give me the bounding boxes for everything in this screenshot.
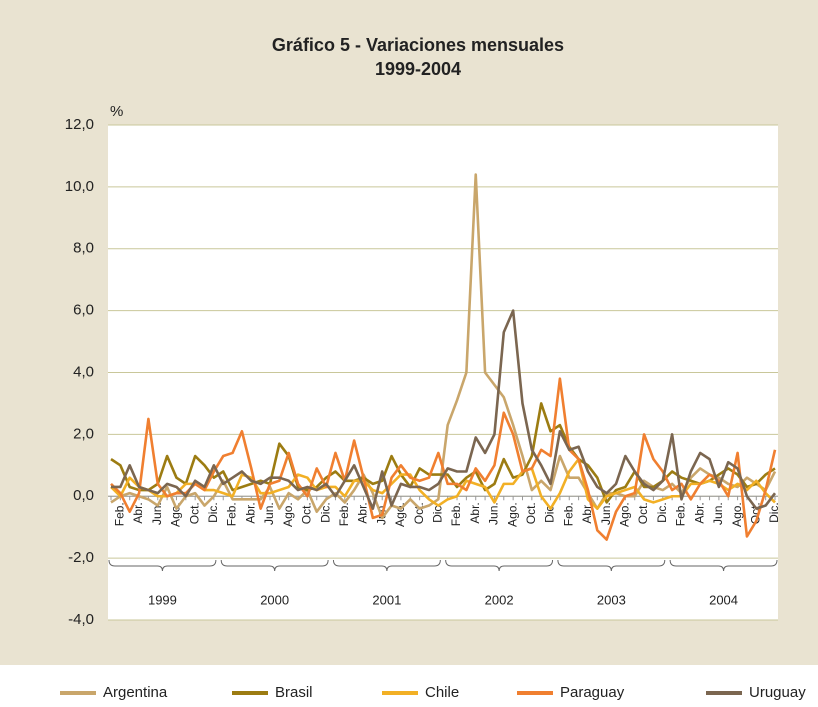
year-label: 2003 [597, 592, 626, 607]
x-tick-label: Oct. [187, 502, 201, 524]
x-tick-label: Ago. [730, 502, 744, 527]
x-tick-label: Abr. [580, 502, 594, 523]
x-tick-label: Ago. [281, 502, 295, 527]
x-tick-label: Feb. [225, 502, 239, 526]
legend-label: Brasil [275, 684, 313, 701]
x-tick-label: Dic. [318, 502, 332, 523]
x-tick-label: Abr. [243, 502, 257, 523]
y-tick-label: -4,0 [68, 611, 94, 628]
x-tick-label: Abr. [356, 502, 370, 523]
year-bracket [669, 559, 778, 572]
y-tick-label: 0,0 [73, 487, 94, 504]
x-tick-label: Feb. [561, 502, 575, 526]
x-tick-label: Jun. [262, 502, 276, 525]
series-line [110, 457, 776, 510]
chart-title: Gráfico 5 - Variaciones mensuales [272, 35, 564, 55]
legend-label: Uruguay [749, 684, 806, 701]
year-bracket [557, 559, 666, 572]
legend-label: Chile [425, 684, 459, 701]
x-tick-label: Jun. [487, 502, 501, 525]
x-tick-label: Jun. [711, 502, 725, 525]
x-tick-label: Feb. [337, 502, 351, 526]
y-tick-label: 10,0 [65, 178, 94, 195]
year-label: 2000 [260, 592, 289, 607]
x-tick-label: Feb. [113, 502, 127, 526]
x-tick-label: Abr. [692, 502, 706, 523]
year-bracket [108, 559, 217, 572]
x-tick-label: Abr. [468, 502, 482, 523]
x-tick-label: Ago. [505, 502, 519, 527]
x-tick-label: Dic. [767, 502, 781, 523]
y-tick-label: 2,0 [73, 425, 94, 442]
y-tick-label: 12,0 [65, 116, 94, 133]
legend-label: Paraguay [560, 684, 625, 701]
year-bracket [220, 559, 329, 572]
x-tick-label: Ago. [169, 502, 183, 527]
x-tick-label: Dic. [430, 502, 444, 523]
year-bracket [445, 559, 554, 572]
x-tick-label: Dic. [655, 502, 669, 523]
y-tick-label: 6,0 [73, 302, 94, 319]
x-tick-label: Oct. [412, 502, 426, 524]
y-tick-label: -2,0 [68, 549, 94, 566]
x-tick-label: Ago. [618, 502, 632, 527]
year-label: 1999 [148, 592, 177, 607]
x-tick-label: Dic. [543, 502, 557, 523]
x-tick-label: Oct. [636, 502, 650, 524]
year-label: 2001 [372, 592, 401, 607]
y-axis-label: % [110, 103, 123, 120]
x-tick-label: Oct. [524, 502, 538, 524]
chart-subtitle: 1999-2004 [375, 59, 461, 79]
x-tick-label: Oct. [300, 502, 314, 524]
x-tick-label: Jun. [599, 502, 613, 525]
y-tick-label: 4,0 [73, 363, 94, 380]
x-tick-label: Feb. [674, 502, 688, 526]
x-tick-label: Dic. [206, 502, 220, 523]
series-line [111, 309, 777, 510]
legend-label: Argentina [103, 684, 168, 701]
x-tick-label: Abr. [131, 502, 145, 523]
y-tick-label: 8,0 [73, 240, 94, 257]
year-bracket [332, 559, 441, 572]
year-label: 2004 [709, 592, 738, 607]
x-tick-label: Jun. [150, 502, 164, 525]
year-label: 2002 [485, 592, 514, 607]
x-tick-label: Feb. [449, 502, 463, 526]
